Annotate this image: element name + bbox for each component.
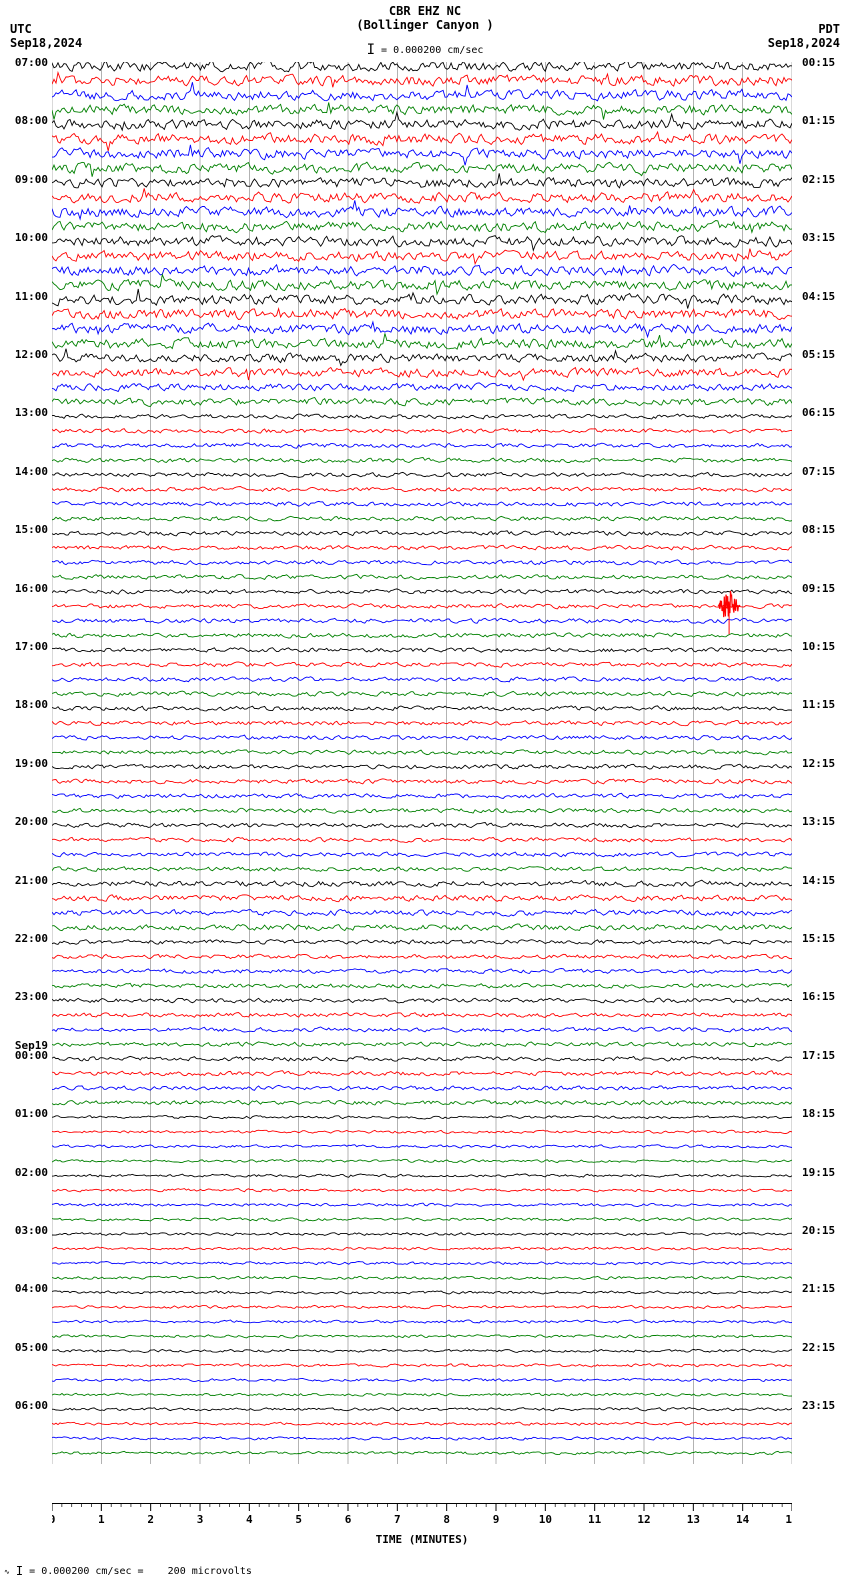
svg-text:4: 4 xyxy=(246,1513,253,1526)
right-time-label: 22:15 xyxy=(802,1341,835,1354)
left-time-label: 17:00 xyxy=(15,640,48,653)
svg-text:3: 3 xyxy=(197,1513,204,1526)
svg-text:1: 1 xyxy=(98,1513,105,1526)
left-time-label: 16:00 xyxy=(15,582,48,595)
left-time-label: 18:00 xyxy=(15,698,48,711)
x-axis-label: TIME (MINUTES) xyxy=(52,1533,792,1546)
x-axis: 0123456789101112131415 TIME (MINUTES) xyxy=(52,1503,792,1546)
left-time-label: 01:00 xyxy=(15,1107,48,1120)
seismogram-plot xyxy=(52,62,792,1512)
left-time-label: 23:00 xyxy=(15,990,48,1003)
svg-text:13: 13 xyxy=(687,1513,700,1526)
svg-text:8: 8 xyxy=(443,1513,450,1526)
left-time-label: 06:00 xyxy=(15,1399,48,1412)
right-time-label: 18:15 xyxy=(802,1107,835,1120)
right-time-label: 14:15 xyxy=(802,874,835,887)
right-time-label: 00:15 xyxy=(802,56,835,69)
left-time-label: 08:00 xyxy=(15,114,48,127)
left-time-label: 14:00 xyxy=(15,465,48,478)
right-time-label: 13:15 xyxy=(802,815,835,828)
left-time-label: 07:00 xyxy=(15,56,48,69)
svg-text:7: 7 xyxy=(394,1513,401,1526)
svg-text:12: 12 xyxy=(637,1513,650,1526)
seismogram-container: CBR EHZ NC (Bollinger Canyon ) UTC Sep18… xyxy=(0,0,850,1584)
right-time-label: 06:15 xyxy=(802,406,835,419)
svg-text:5: 5 xyxy=(295,1513,302,1526)
left-time-label: 03:00 xyxy=(15,1224,48,1237)
right-time-label: 04:15 xyxy=(802,290,835,303)
svg-text:10: 10 xyxy=(539,1513,552,1526)
station-code: CBR EHZ NC xyxy=(389,4,461,18)
right-time-label: 17:15 xyxy=(802,1049,835,1062)
right-time-label: 11:15 xyxy=(802,698,835,711)
right-time-label: 23:15 xyxy=(802,1399,835,1412)
left-time-label: 11:00 xyxy=(15,290,48,303)
svg-text:11: 11 xyxy=(588,1513,602,1526)
right-time-label: 02:15 xyxy=(802,173,835,186)
footer-scale-text: = 0.000200 cm/sec = xyxy=(29,1566,143,1577)
svg-text:14: 14 xyxy=(736,1513,750,1526)
svg-text:6: 6 xyxy=(345,1513,352,1526)
right-time-label: 01:15 xyxy=(802,114,835,127)
right-time-label: 07:15 xyxy=(802,465,835,478)
right-time-label: 08:15 xyxy=(802,523,835,536)
right-time-label: 10:15 xyxy=(802,640,835,653)
right-time-label: 12:15 xyxy=(802,757,835,770)
scale-text: = 0.000200 cm/sec xyxy=(381,45,483,56)
right-time-label: 16:15 xyxy=(802,990,835,1003)
right-time-label: 09:15 xyxy=(802,582,835,595)
left-time-label: 20:00 xyxy=(15,815,48,828)
right-time-label: 19:15 xyxy=(802,1166,835,1179)
left-time-label: 09:00 xyxy=(15,173,48,186)
footer-scale: ∿ I = 0.000200 cm/sec = 200 microvolts xyxy=(4,1564,252,1578)
left-time-label: 04:00 xyxy=(15,1282,48,1295)
svg-text:15: 15 xyxy=(785,1513,792,1526)
left-time-label: 05:00 xyxy=(15,1341,48,1354)
scale-indicator: I = 0.000200 cm/sec xyxy=(0,42,850,58)
right-time-label: 21:15 xyxy=(802,1282,835,1295)
left-time-label: 12:00 xyxy=(15,348,48,361)
left-time-label: 22:00 xyxy=(15,932,48,945)
seismogram-svg xyxy=(52,62,792,1512)
svg-text:2: 2 xyxy=(147,1513,154,1526)
left-time-label: 00:00 xyxy=(15,1049,48,1062)
header-title: CBR EHZ NC (Bollinger Canyon ) xyxy=(0,4,850,32)
left-time-label: 13:00 xyxy=(15,406,48,419)
tz-right: PDT xyxy=(818,22,840,36)
station-location: (Bollinger Canyon ) xyxy=(356,18,493,32)
tz-left: UTC xyxy=(10,22,32,36)
footer-microvolts: 200 microvolts xyxy=(168,1566,252,1577)
left-time-label: 21:00 xyxy=(15,874,48,887)
x-axis-svg: 0123456789101112131415 xyxy=(52,1503,792,1533)
right-time-label: 05:15 xyxy=(802,348,835,361)
left-time-label: 02:00 xyxy=(15,1166,48,1179)
svg-text:9: 9 xyxy=(493,1513,500,1526)
right-time-label: 20:15 xyxy=(802,1224,835,1237)
right-time-label: 03:15 xyxy=(802,231,835,244)
right-time-label: 15:15 xyxy=(802,932,835,945)
left-time-label: 19:00 xyxy=(15,757,48,770)
left-time-label: 15:00 xyxy=(15,523,48,536)
svg-text:0: 0 xyxy=(52,1513,55,1526)
left-time-label: 10:00 xyxy=(15,231,48,244)
